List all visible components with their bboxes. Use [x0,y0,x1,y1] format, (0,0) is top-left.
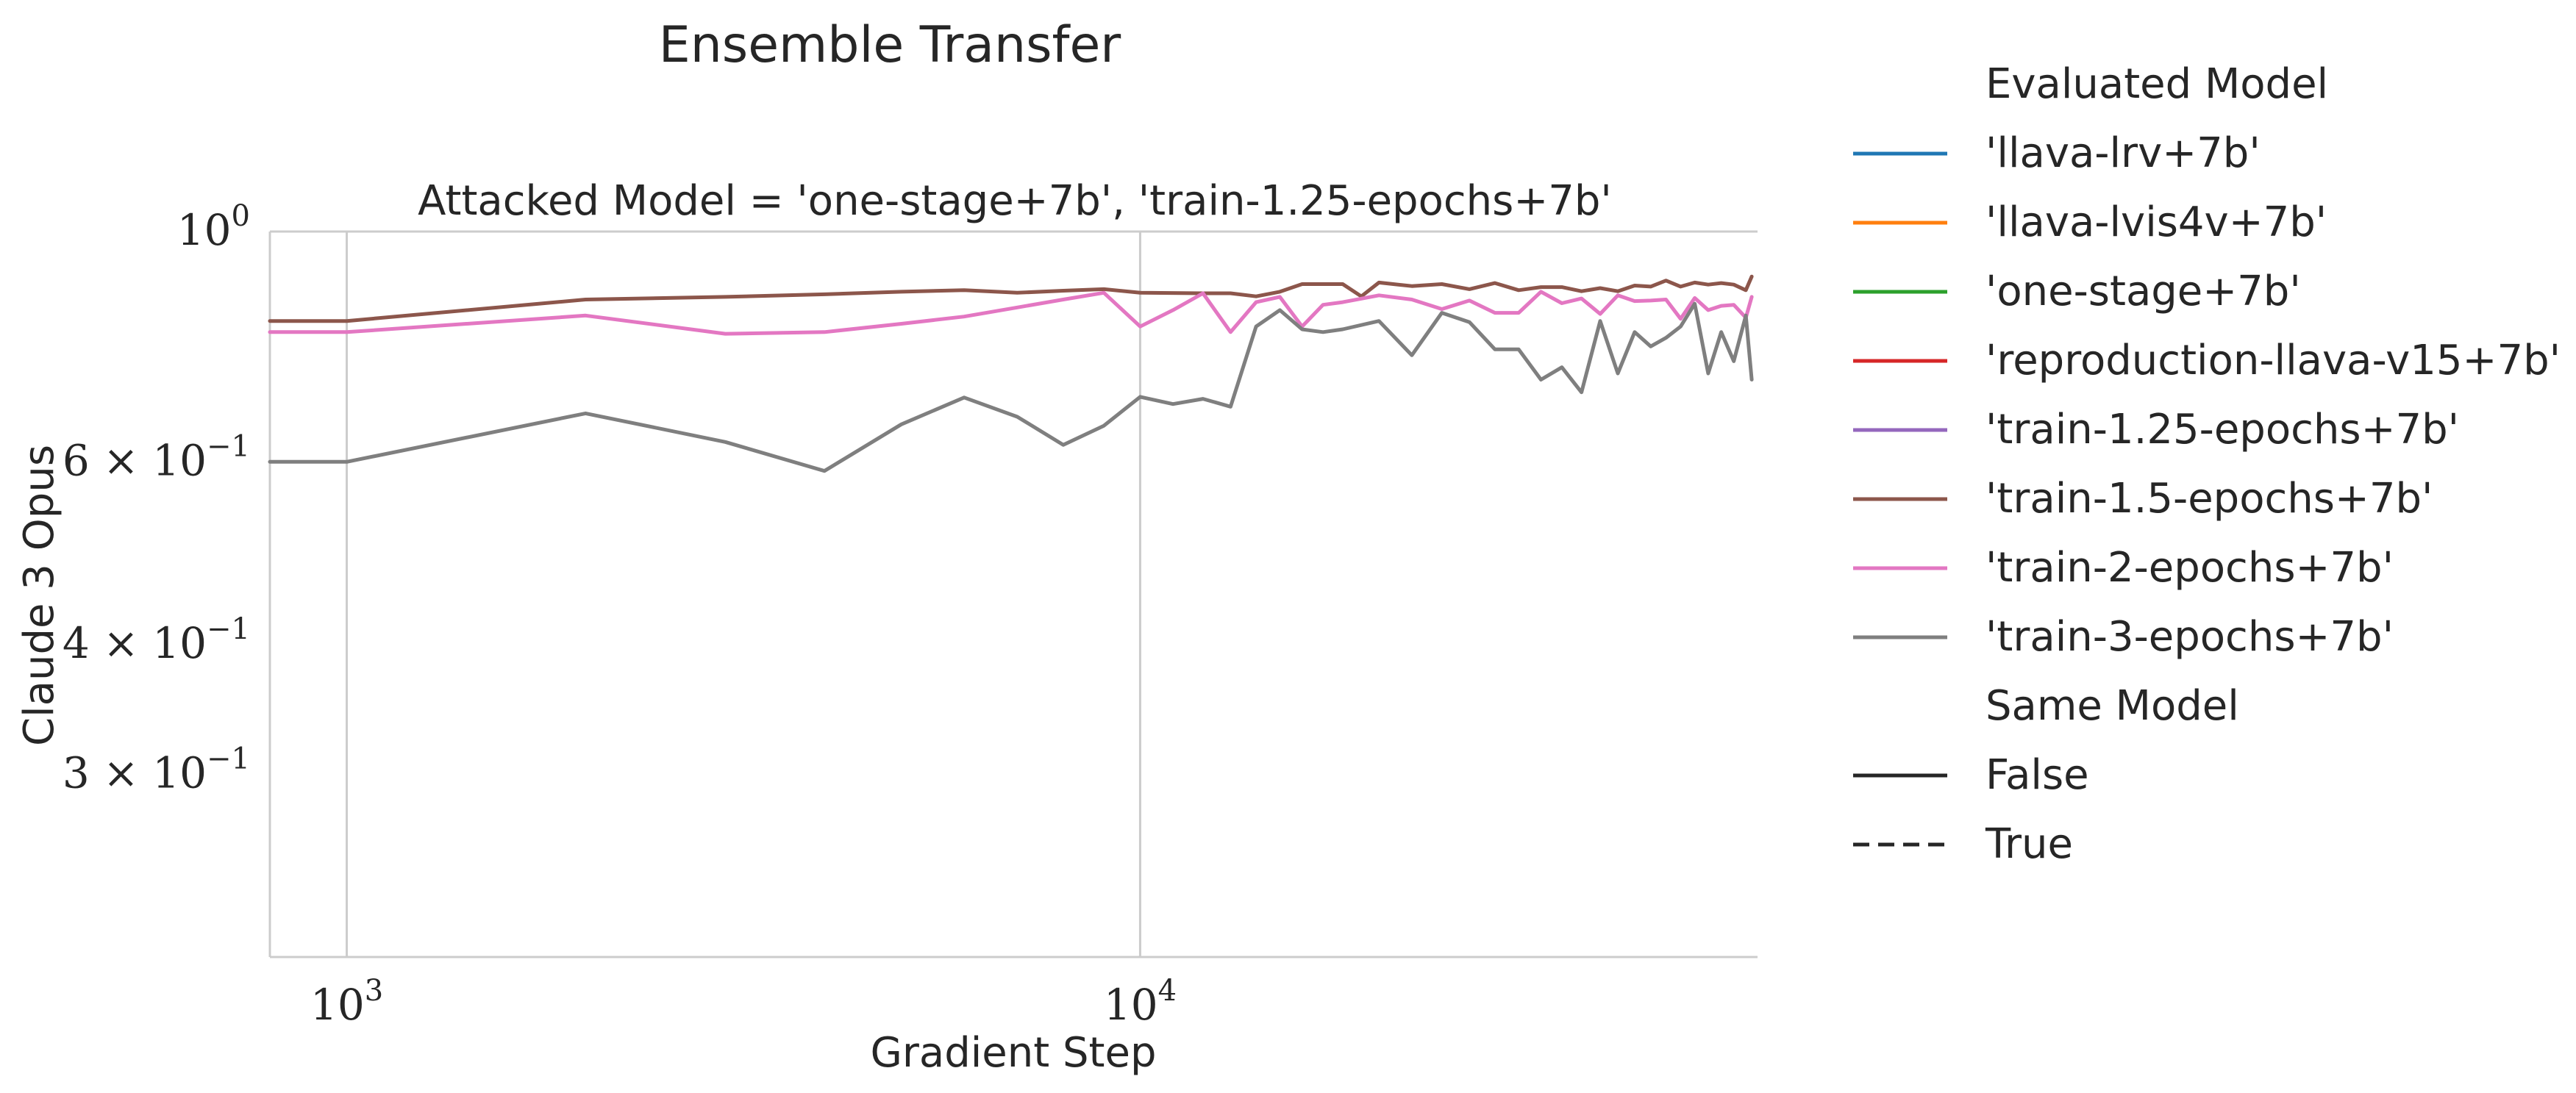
legend-label: 'one-stage+7b' [1985,268,2301,315]
y-tick-label: 6 × 10−1 [63,429,250,485]
legend-hue-title: Evaluated Model [1985,60,2328,108]
legend-label: 'train-3-epochs+7b' [1985,613,2394,661]
series-line-0 [268,274,1754,323]
chart-subtitle: Attacked Model = 'one-stage+7b', 'train-… [418,177,1612,225]
y-tick-labels: 100 6 × 10−1 4 × 10−1 3 × 10−1 [63,199,250,798]
legend-label: 'llava-lvis4v+7b' [1985,198,2327,246]
y-tick-label: 3 × 10−1 [63,742,250,798]
y-tick-label: 100 [177,199,250,255]
legend: Evaluated Model 'llava-lrv+7b' 'llava-lvis… [1853,60,2561,868]
axes-frame [268,230,1758,958]
y-axis-label: Claude 3 Opus [15,445,63,746]
legend-style-label: False [1985,751,2089,799]
legend-label: 'reproduction-llava-v15+7b' [1985,337,2561,384]
series-line-1 [268,290,1754,336]
legend-label: 'train-1.5-epochs+7b' [1985,475,2433,523]
legend-label: 'llava-lrv+7b' [1985,129,2261,177]
y-tick-label: 4 × 10−1 [63,612,250,668]
legend-style-title: Same Model [1985,682,2239,730]
legend-style-label: True [1985,820,2073,868]
x-tick-labels: 103 104 [310,974,1177,1030]
x-tick-label: 104 [1104,974,1177,1030]
x-axis-label: Gradient Step [870,1029,1156,1077]
series-layer [268,274,1754,473]
series-line-2 [268,301,1754,473]
legend-label: 'train-2-epochs+7b' [1985,544,2394,592]
grid-lines [346,232,1141,957]
x-tick-label: 103 [310,974,383,1030]
legend-label: 'train-1.25-epochs+7b' [1985,406,2459,454]
chart-title: Ensemble Transfer [659,16,1121,74]
